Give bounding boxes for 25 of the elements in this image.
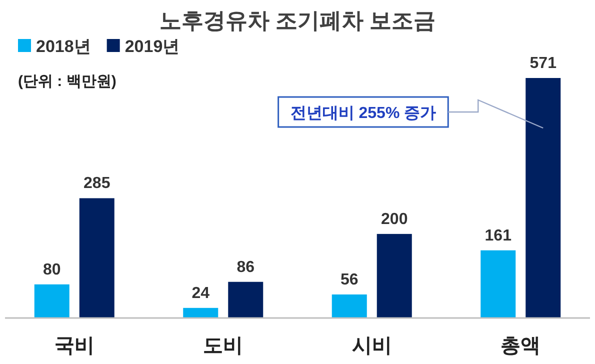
x-tick-label: 시비 (352, 335, 392, 357)
bar (526, 78, 561, 318)
data-label: 161 (484, 227, 512, 244)
x-tick-label: 도비 (203, 335, 244, 357)
bar (376, 234, 412, 318)
bar (480, 250, 516, 318)
data-label: 285 (84, 175, 110, 192)
data-label: 86 (236, 258, 255, 276)
x-tick-label: 총액 (500, 335, 541, 357)
legend-label: 2018년 (36, 37, 91, 56)
data-label: 571 (530, 55, 557, 72)
bar (79, 198, 114, 318)
bar (332, 294, 367, 318)
legend-label: 2019년 (124, 37, 180, 56)
data-label: 80 (42, 261, 61, 278)
data-label: 24 (192, 284, 210, 302)
annotation: (단위 : 백만원) (18, 73, 116, 90)
data-label: 200 (381, 210, 408, 228)
x-tick-label: 국비 (54, 335, 94, 357)
bar (183, 308, 218, 318)
bar (228, 282, 264, 318)
data-label: 56 (340, 271, 358, 288)
annotation: 전년대비 255% 증가 (290, 105, 436, 122)
chart-title: 노후경유차 조기폐차 보조금 (159, 8, 436, 33)
bar (34, 284, 70, 318)
